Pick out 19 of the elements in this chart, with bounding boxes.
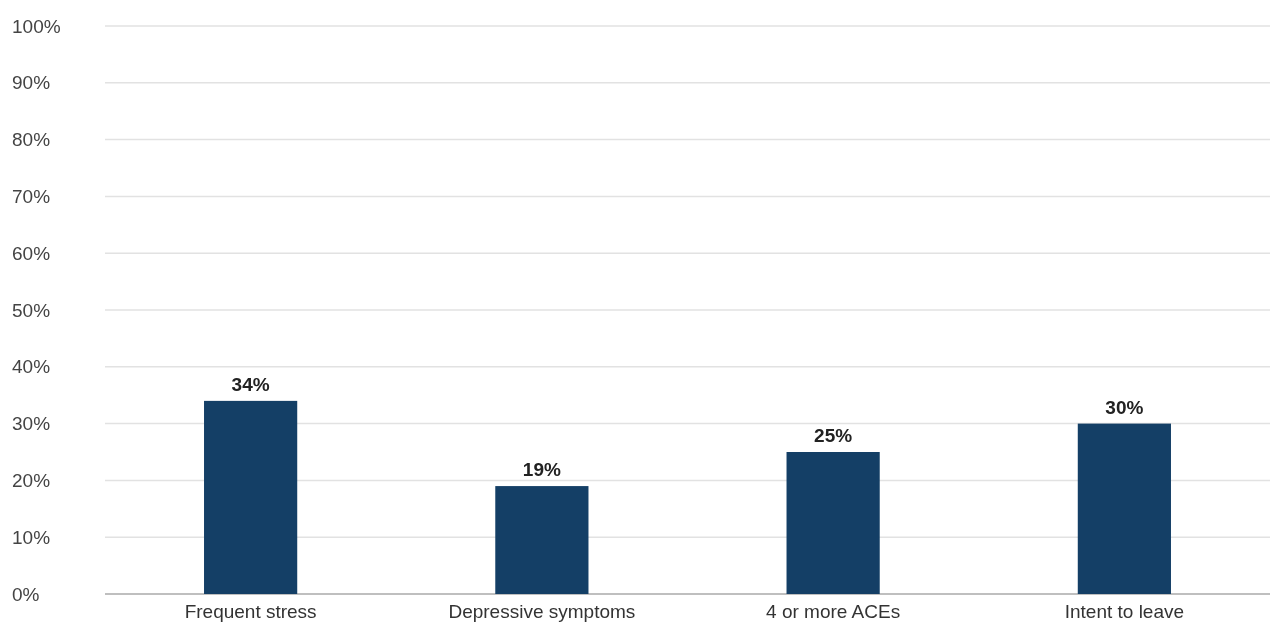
data-label: 19% (522, 459, 561, 481)
data-label: 25% (814, 425, 853, 446)
y-tick-label: 80% (12, 129, 51, 151)
y-tick-label: 70% (12, 186, 51, 208)
y-tick-label: 0% (12, 583, 40, 605)
x-tick-label: 4 or more ACEs (766, 601, 901, 622)
y-tick-label: 90% (12, 72, 51, 94)
y-tick-label: 10% (12, 526, 51, 548)
y-tick-label: 60% (12, 242, 51, 264)
data-label: 34% (231, 373, 270, 395)
y-tick-label: 100% (12, 15, 61, 37)
x-tick-label: Intent to leave (1064, 601, 1185, 622)
x-tick-label: Frequent stress (184, 601, 317, 622)
y-tick-label: 50% (12, 299, 51, 321)
x-tick-label: Depressive symptoms (448, 601, 636, 622)
y-tick-label: 30% (12, 413, 51, 435)
y-tick-label: 20% (12, 470, 51, 492)
data-label: 30% (1105, 396, 1144, 418)
y-tick-label: 40% (12, 356, 51, 378)
